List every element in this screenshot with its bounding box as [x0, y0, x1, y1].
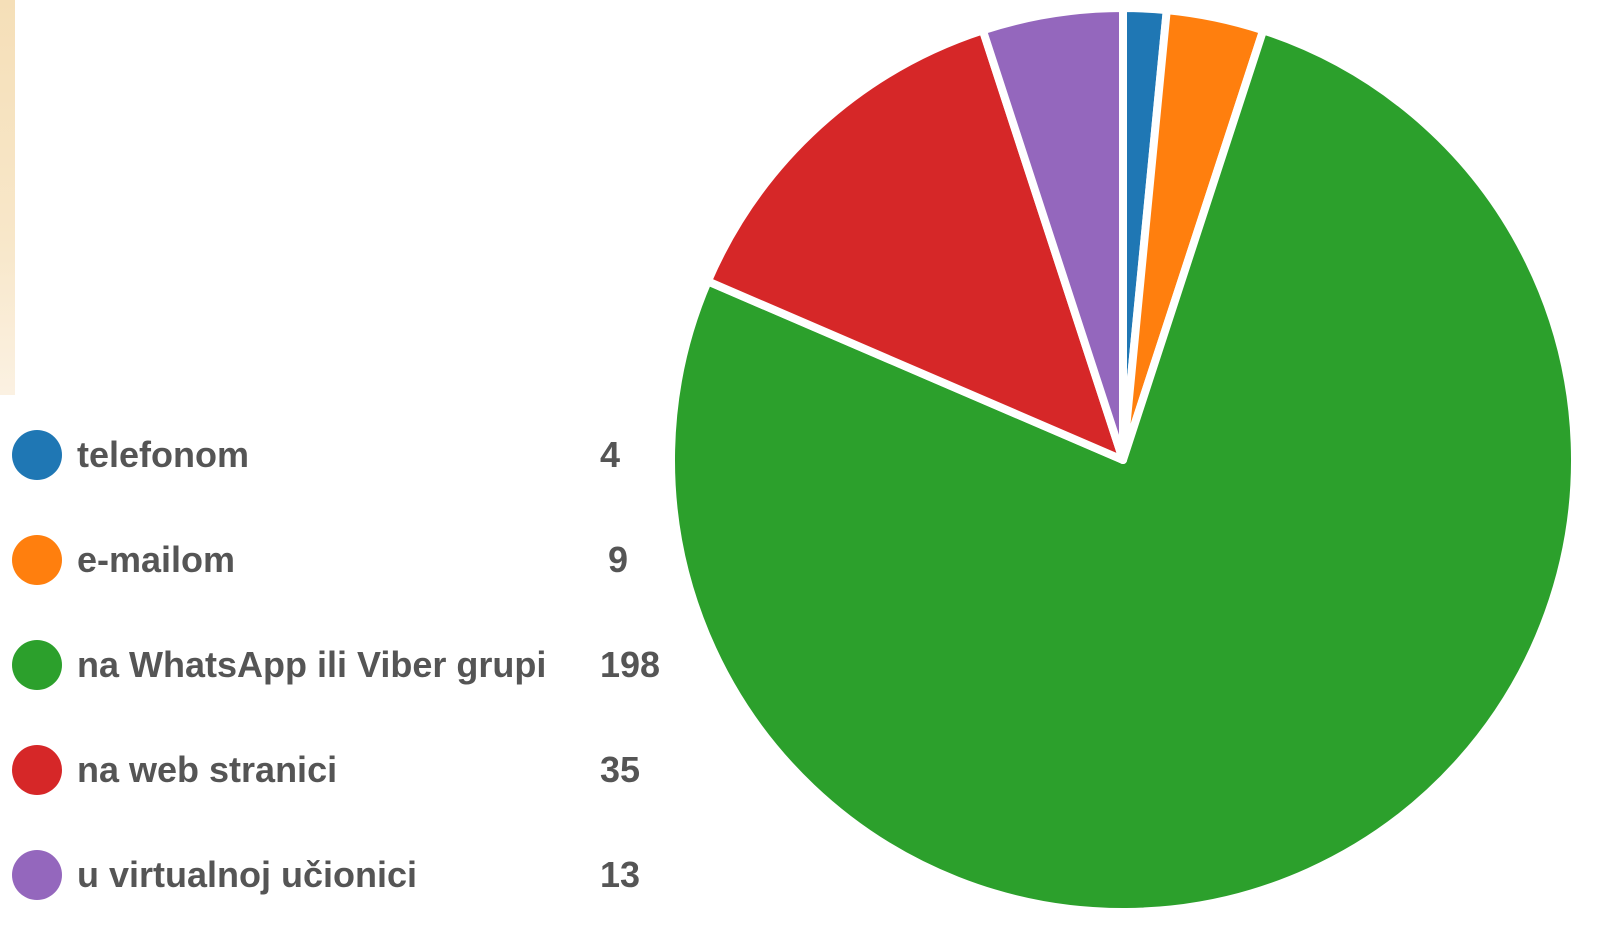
legend-value: 198 — [600, 644, 661, 685]
pie-slice-4 — [978, 4, 1127, 464]
legend-label: telefonom — [77, 434, 250, 475]
legend-swatch — [12, 745, 62, 795]
legend-item-virtualnoj-ucionici: u virtualnoj učionici 13 — [10, 845, 670, 905]
legend-value: 13 — [600, 854, 641, 895]
legend-swatch — [12, 850, 62, 900]
legend-label: na WhatsApp ili Viber grupi — [77, 644, 547, 685]
legend-item-web-stranici: na web stranici 35 — [10, 740, 670, 800]
legend-item-e-mailom: e-mailom 9 — [10, 530, 670, 590]
background-edge-strip — [0, 0, 15, 395]
chart-legend: telefonom 4 e-mailom 9 na WhatsApp ili V… — [10, 0, 670, 934]
legend-value: 35 — [600, 749, 641, 790]
legend-label: e-mailom — [77, 539, 236, 580]
legend-swatch — [12, 535, 62, 585]
legend-item-whatsapp-viber: na WhatsApp ili Viber grupi 198 — [10, 635, 670, 695]
legend-label: na web stranici — [77, 749, 338, 790]
pie-slice-3 — [703, 26, 1127, 464]
pie-slice-2 — [667, 26, 1579, 916]
legend-value: 4 — [600, 434, 621, 475]
legend-value: 9 — [608, 539, 629, 580]
legend-swatch — [12, 640, 62, 690]
legend-label: u virtualnoj učionici — [77, 854, 418, 895]
legend-item-telefonom: telefonom 4 — [10, 425, 670, 485]
legend-swatch — [12, 430, 62, 480]
